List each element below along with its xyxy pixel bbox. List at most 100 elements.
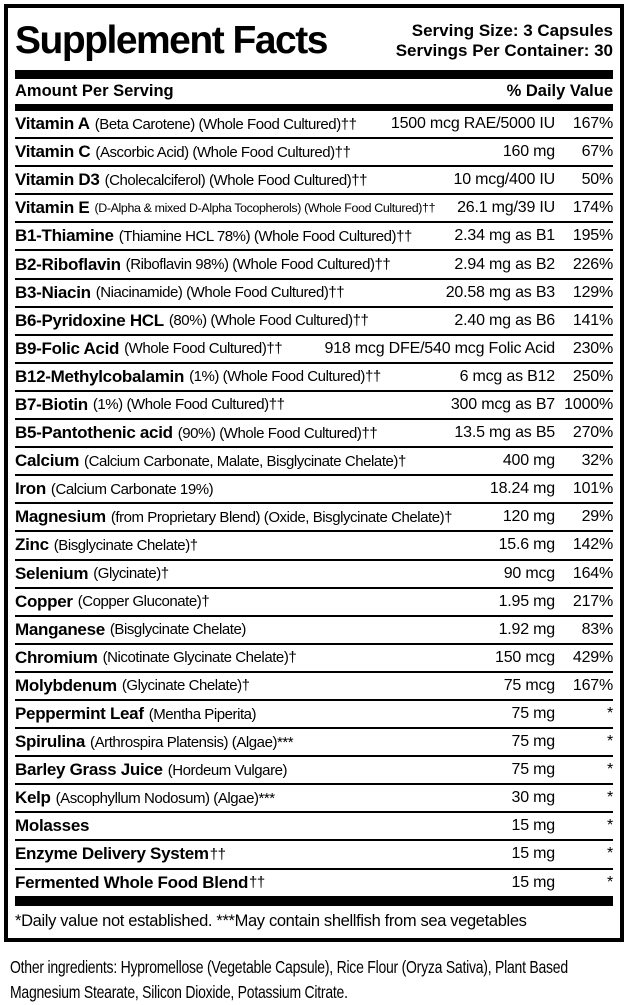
nutrient-daily-value: 129% [572, 283, 613, 301]
nutrient-description: (Nicotinate Glycinate Chelate)† [102, 649, 297, 667]
nutrient-name: B12-Methylcobalamin [15, 366, 185, 386]
nutrient-daily-value: 32% [581, 452, 614, 470]
nutrient-amount: 2.94 mg as B2 [454, 255, 555, 273]
table-row-6: B2-Riboflavin (Riboflavin 98%) (Whole Fo… [15, 249, 613, 277]
nutrient-name: B7-Biotin [15, 394, 88, 414]
nutrient-name: Iron [15, 479, 46, 499]
nutrient-description: (Calcium Carbonate 19%) [50, 480, 214, 498]
nutrient-amount: 160 mg [502, 143, 555, 161]
nutrient-description: (Arthrospira Platensis) (Algae)*** [90, 733, 294, 751]
table-row-2: Vitamin C (Ascorbic Acid) (Whole Food Cu… [15, 137, 613, 165]
nutrient-amount: 120 mg [502, 508, 555, 526]
table-row-21: Molybdenum (Glycinate Chelate)† 75 mcg 1… [15, 670, 613, 699]
nutrient-amount: 918 mcg DFE/540 mcg Folic Acid [324, 339, 555, 357]
nutrient-description: (Whole Food Cultured)†† [124, 340, 283, 358]
nutrient-amount: 10 mcg/400 IU [453, 171, 556, 189]
amount-per-serving-header: Amount Per Serving [15, 82, 174, 100]
nutrient-daily-value: 1000% [564, 395, 613, 413]
table-row-15: Magnesium (from Proprietary Blend) (Oxid… [15, 502, 613, 530]
nutrient-daily-value: 230% [572, 339, 613, 357]
nutrient-daily-value: 174% [572, 199, 613, 217]
servings-per-container: Servings Per Container: 30 [395, 41, 613, 60]
nutrient-description: (90%) (Whole Food Cultured)†† [177, 424, 378, 442]
nutrient-description: (Glycinate Chelate)† [121, 677, 250, 695]
nutrient-amount: 20.58 mg as B3 [445, 283, 555, 301]
nutrient-description: (Bisglycinate Chelate) [109, 621, 246, 639]
other-ingredients: Other ingredients: Hypromellose (Vegetab… [10, 957, 568, 1002]
table-row-4: Vitamin E (D-Alpha & mixed D-Alpha Tocop… [15, 193, 613, 221]
nutrient-daily-value: 195% [572, 227, 613, 245]
column-divider-bar [15, 104, 613, 111]
table-row-8: B6-Pyridoxine HCL (80%) (Whole Food Cult… [15, 305, 613, 334]
nutrient-name: Vitamin D3 [15, 170, 100, 190]
nutrient-name: Magnesium [15, 507, 106, 527]
nutrient-description: (Copper Gluconate)† [77, 593, 210, 611]
nutrient-name: Barley Grass Juice [15, 760, 163, 780]
nutrient-amount: 13.5 mg as B5 [454, 424, 555, 442]
table-row-28: Fermented Whole Food Blend †† 15 mg * [15, 867, 613, 896]
table-row-20: Chromium (Nicotinate Glycinate Chelate)†… [15, 642, 613, 671]
nutrient-amount: 26.1 mg/39 IU [457, 199, 555, 217]
nutrient-amount: 75 mcg [503, 676, 555, 694]
nutrient-description: (1%) (Whole Food Cultured)†† [92, 396, 285, 414]
nutrient-amount: 2.34 mg as B1 [454, 227, 555, 245]
nutrient-daily-value: 141% [572, 311, 613, 329]
nutrient-daily-value: 167% [572, 115, 613, 133]
nutrient-daily-value: 167% [572, 676, 613, 694]
nutrient-amount: 1500 mcg RAE/5000 IU [390, 115, 555, 133]
nutrient-description: (Ascophyllum Nodosum) (Algae)*** [55, 789, 275, 807]
nutrient-daily-value: 29% [581, 508, 614, 526]
table-row-22: Peppermint Leaf (Mentha Piperita) 75 mg … [15, 698, 613, 727]
table-row-9: B9-Folic Acid (Whole Food Cultured)†† 91… [15, 333, 613, 362]
nutrient-daily-value: * [606, 817, 613, 835]
nutrient-name: B2-Riboflavin [15, 254, 121, 274]
nutrient-name: Peppermint Leaf [15, 704, 144, 724]
table-row-14: Iron (Calcium Carbonate 19%) 18.24 mg 10… [15, 474, 613, 502]
table-row-18: Copper (Copper Gluconate)† 1.95 mg 217% [15, 586, 613, 615]
nutrient-description: (Thiamine HCL 78%) (Whole Food Cultured)… [118, 227, 413, 245]
supplement-facts-label: Supplement Facts Serving Size: 3 Capsule… [4, 4, 624, 942]
label-header: Supplement Facts Serving Size: 3 Capsule… [15, 8, 613, 70]
table-row-1: Vitamin A (Beta Carotene) (Whole Food Cu… [15, 111, 613, 137]
nutrient-amount: 2.40 mg as B6 [454, 311, 555, 329]
nutrient-daily-value: 226% [572, 255, 613, 273]
nutrient-daily-value: * [606, 873, 613, 891]
nutrient-amount: 75 mg [511, 733, 556, 751]
nutrient-description: (Hordeum Vulgare) [167, 761, 288, 779]
nutrient-description: (Beta Carotene) (Whole Food Cultured)†† [94, 115, 357, 133]
nutrient-name: Zinc [15, 535, 49, 555]
nutrient-description: (from Proprietary Blend) (Oxide, Bisglyc… [110, 508, 453, 526]
nutrient-name: Chromium [15, 647, 98, 667]
nutrient-name: Copper [15, 591, 73, 611]
nutrient-description: (Bisglycinate Chelate)† [53, 536, 198, 554]
nutrient-daily-value: 67% [581, 143, 614, 161]
nutrient-amount: 300 mcg as B7 [450, 395, 555, 413]
nutrient-daily-value: 83% [581, 620, 614, 638]
table-row-26: Molasses 15 mg * [15, 811, 613, 839]
nutrient-name: Kelp [15, 788, 51, 808]
nutrient-daily-value: 217% [572, 592, 613, 610]
nutrient-amount: 75 mg [511, 761, 556, 779]
nutrient-daily-value: * [606, 705, 613, 723]
nutrient-daily-value: 429% [572, 648, 613, 666]
table-row-10: B12-Methylcobalamin (1%) (Whole Food Cul… [15, 361, 613, 390]
nutrient-name: Molybdenum [15, 675, 117, 695]
nutrient-amount: 30 mg [511, 789, 556, 807]
table-row-7: B3-Niacin (Niacinamide) (Whole Food Cult… [15, 277, 613, 306]
nutrient-daily-value: 50% [581, 171, 614, 189]
nutrient-description: (D-Alpha & mixed D-Alpha Tocopherols) (W… [94, 201, 436, 216]
nutrient-daily-value: 250% [572, 367, 613, 385]
table-row-17: Selenium (Glycinate)† 90 mcg 164% [15, 558, 613, 587]
table-row-27: Enzyme Delivery System †† 15 mg * [15, 839, 613, 867]
nutrient-name: B1-Thiamine [15, 226, 114, 246]
nutrient-description: (Niacinamide) (Whole Food Cultured)†† [95, 284, 345, 302]
table-row-25: Kelp (Ascophyllum Nodosum) (Algae)*** 30… [15, 783, 613, 811]
nutrient-description: (Riboflavin 98%) (Whole Food Cultured)†† [125, 256, 391, 274]
nutrient-amount: 15 mg [511, 817, 556, 835]
nutrient-amount: 90 mcg [503, 564, 555, 582]
nutrient-description: †† [209, 845, 226, 863]
table-row-12: B5-Pantothenic acid (90%) (Whole Food Cu… [15, 418, 613, 446]
nutrient-amount: 15.6 mg [498, 536, 556, 554]
nutrient-daily-value: * [606, 733, 613, 751]
nutrient-name: Fermented Whole Food Blend [15, 872, 249, 892]
